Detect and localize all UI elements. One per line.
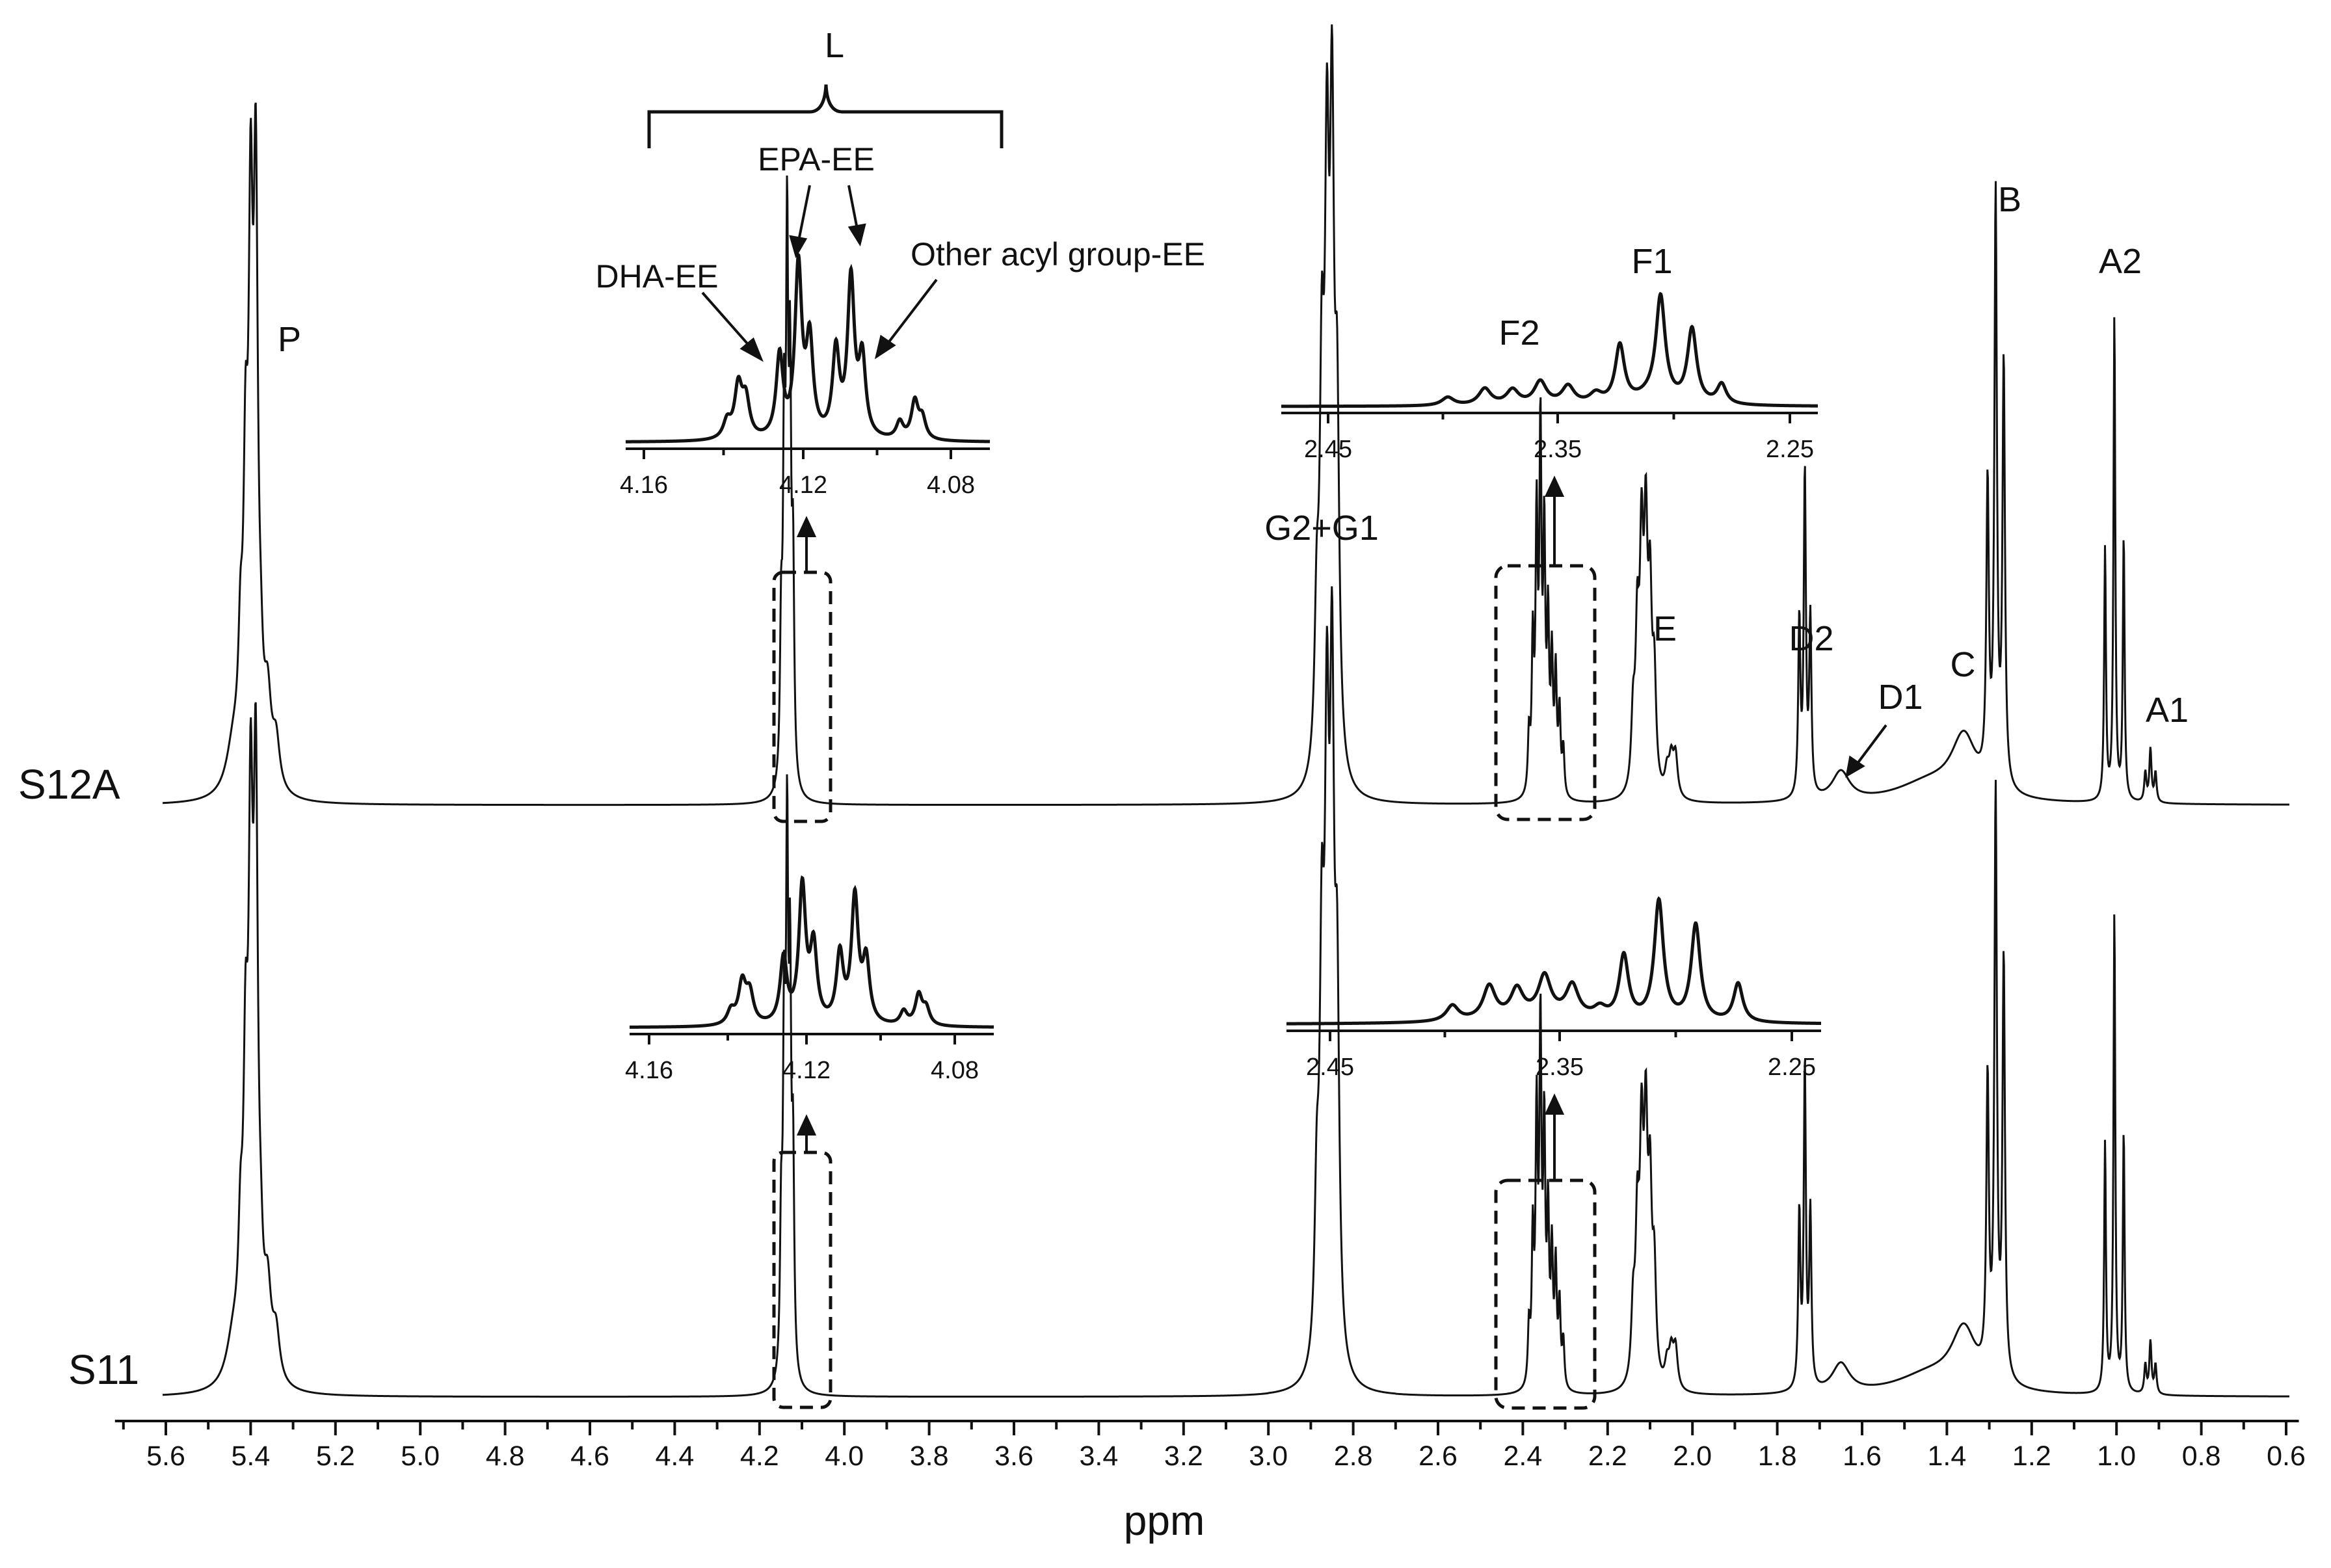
x-tick-label: 4.6: [570, 1441, 609, 1472]
inset-tick-label: 4.16: [625, 1057, 673, 1084]
x-tick-label: 1.0: [2097, 1441, 2136, 1472]
x-tick-label: 4.0: [825, 1441, 864, 1472]
x-tick-label: 2.6: [1419, 1441, 1458, 1472]
x-tick-label: 4.8: [486, 1441, 525, 1472]
x-tick-label: 1.6: [1843, 1441, 1882, 1472]
x-tick-label: 5.0: [401, 1441, 440, 1472]
peak-label: P: [278, 320, 301, 359]
inset-tick-label: 4.12: [779, 472, 827, 499]
peak-label: B: [1998, 180, 2021, 219]
annotation-dha-ee: DHA-EE: [596, 258, 719, 295]
x-tick-label: 3.2: [1164, 1441, 1203, 1472]
inset-tick-label: 2.35: [1536, 1054, 1584, 1081]
inset-axes: 4.16 4.12 4.08 2.45 2.35 2.25 4.16 4.12 4.08 2.45…: [620, 412, 1821, 1084]
peak-label: C: [1951, 645, 1976, 684]
peak-label: E: [1653, 609, 1677, 648]
inset-tick-label: 2.35: [1534, 436, 1582, 463]
annotation-other-acyl: Other acyl group-EE: [911, 236, 1205, 272]
x-tick-label: 1.4: [1928, 1441, 1967, 1472]
x-tick-label: 2.8: [1334, 1441, 1373, 1472]
zoom-box-l-bot: [772, 1150, 832, 1409]
peak-label: A2: [2099, 242, 2142, 281]
inset-tick-label: 4.12: [782, 1057, 831, 1084]
zoom-box-f-top: [1494, 564, 1597, 821]
x-tick-label: 0.8: [2182, 1441, 2221, 1472]
x-tick-label: 1.2: [2012, 1441, 2051, 1472]
x-tick-label: 5.2: [316, 1441, 355, 1472]
series-label-s11: S11: [68, 1346, 139, 1393]
inset-l-s11-line: [630, 875, 994, 1029]
series-label-s12a: S12A: [18, 761, 120, 808]
inset-tick-label: 4.08: [927, 472, 975, 499]
x-tick-label: 0.6: [2267, 1441, 2306, 1472]
x-tick-label: 2.0: [1673, 1441, 1712, 1472]
inset-tick-label: 2.45: [1304, 436, 1352, 463]
inset-tick-label: 2.25: [1768, 1054, 1816, 1081]
inset-tick-label: 2.25: [1766, 436, 1814, 463]
peak-label: D1: [1878, 678, 1923, 717]
x-tick-label: 4.2: [740, 1441, 779, 1472]
x-tick-label: 5.6: [146, 1441, 185, 1472]
x-tick-label: 1.8: [1758, 1441, 1797, 1472]
annotation-epa-ee: EPA-EE: [758, 141, 875, 178]
spectrum-line-s11: [162, 586, 2289, 1398]
x-tick-label: 3.4: [1080, 1441, 1119, 1472]
zoom-box-f-bot: [1494, 1178, 1597, 1410]
inset-l-s12a-line: [626, 252, 991, 444]
peak-label: D2: [1789, 619, 1833, 658]
inset-f-s11-line: [1286, 896, 1821, 1026]
peak-label: G2+G1: [1264, 509, 1379, 548]
x-tick-label: 2.4: [1504, 1441, 1543, 1472]
annotation-f2: F2: [1498, 313, 1539, 352]
inset-tick-label: 4.08: [931, 1057, 979, 1084]
x-tick-label: 3.8: [910, 1441, 949, 1472]
spectrum-line-s12a: [162, 24, 2289, 806]
inset-f-s12a-line: [1281, 291, 1818, 408]
inset-tick-label: 2.45: [1306, 1054, 1354, 1081]
zoom-box-l-top: [772, 570, 832, 823]
x-tick-label: 3.0: [1249, 1441, 1288, 1472]
annotation-arrows: [701, 185, 1887, 778]
x-tick-label: 2.2: [1588, 1441, 1627, 1472]
x-axis-label: ppm: [1124, 1497, 1205, 1544]
bracket-l: [647, 84, 1004, 148]
zoom-arrows: [796, 475, 1565, 1180]
peak-label: A1: [2146, 691, 2189, 730]
inset-tick-label: 4.16: [620, 472, 668, 499]
x-axis: 5.6 5.4 5.2 5.0 4.8 4.6 4.4 4.2 4.0 3.8 3.6 3.4 3.2 3…: [114, 1420, 2306, 1472]
annotation-f1: F1: [1631, 242, 1672, 281]
x-tick-label: 4.4: [656, 1441, 695, 1472]
peak-labels: P G2+G1 E D2 D1 C B A2 A1: [278, 180, 2189, 730]
x-tick-label: 5.4: [232, 1441, 271, 1472]
x-tick-label: 3.6: [994, 1441, 1033, 1472]
bracket-label-l: L: [825, 26, 844, 65]
